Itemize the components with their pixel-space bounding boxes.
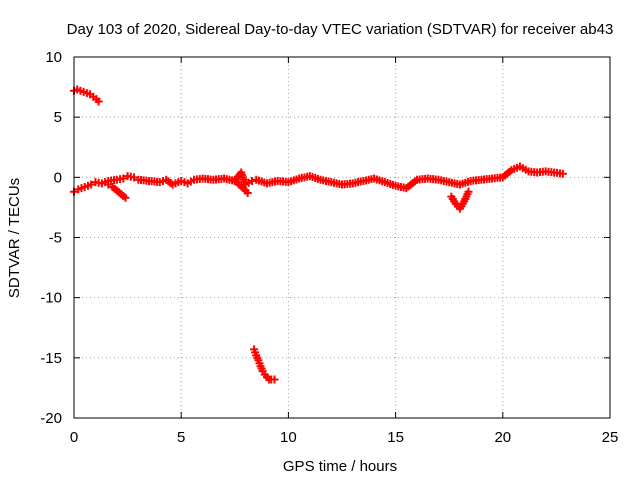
data-point <box>130 173 139 182</box>
axis-ticks: 0 5 10 15 20 25 -20 -15 -10 -5 0 5 10 <box>40 49 618 446</box>
data-point <box>94 97 103 106</box>
y-tick-label: 0 <box>54 169 62 186</box>
x-tick-label: 0 <box>70 429 78 446</box>
series-branch-8h <box>230 175 252 197</box>
series-lower-segment <box>250 345 279 384</box>
grid-lines <box>74 57 610 418</box>
data-point <box>247 176 256 185</box>
series-dip-18h <box>447 187 473 213</box>
data-point <box>270 375 279 384</box>
x-tick-label: 5 <box>177 429 185 446</box>
data-point <box>87 180 96 189</box>
y-tick-label: -10 <box>40 290 62 307</box>
x-tick-label: 10 <box>280 429 297 446</box>
data-points <box>70 85 567 384</box>
y-axis-label: SDTVAR / TECUs <box>6 178 23 298</box>
data-point <box>119 174 128 183</box>
y-tick-label: -20 <box>40 410 62 427</box>
data-point <box>121 193 130 202</box>
x-tick-label: 25 <box>602 429 619 446</box>
y-tick-label: 10 <box>45 49 62 66</box>
data-point <box>558 169 567 178</box>
series-main-track <box>70 162 567 196</box>
data-point <box>243 188 252 197</box>
x-tick-label: 15 <box>387 429 404 446</box>
x-axis-label: GPS time / hours <box>283 458 397 475</box>
y-tick-label: 5 <box>54 109 62 126</box>
data-point <box>104 180 113 189</box>
chart-title: Day 103 of 2020, Sidereal Day-to-day VTE… <box>67 21 614 38</box>
y-tick-label: -5 <box>49 230 62 247</box>
series-branch-2h <box>104 180 130 202</box>
y-tick-label: -15 <box>40 350 62 367</box>
x-tick-label: 20 <box>494 429 511 446</box>
data-point <box>464 187 473 196</box>
series-upper-start <box>70 85 103 106</box>
